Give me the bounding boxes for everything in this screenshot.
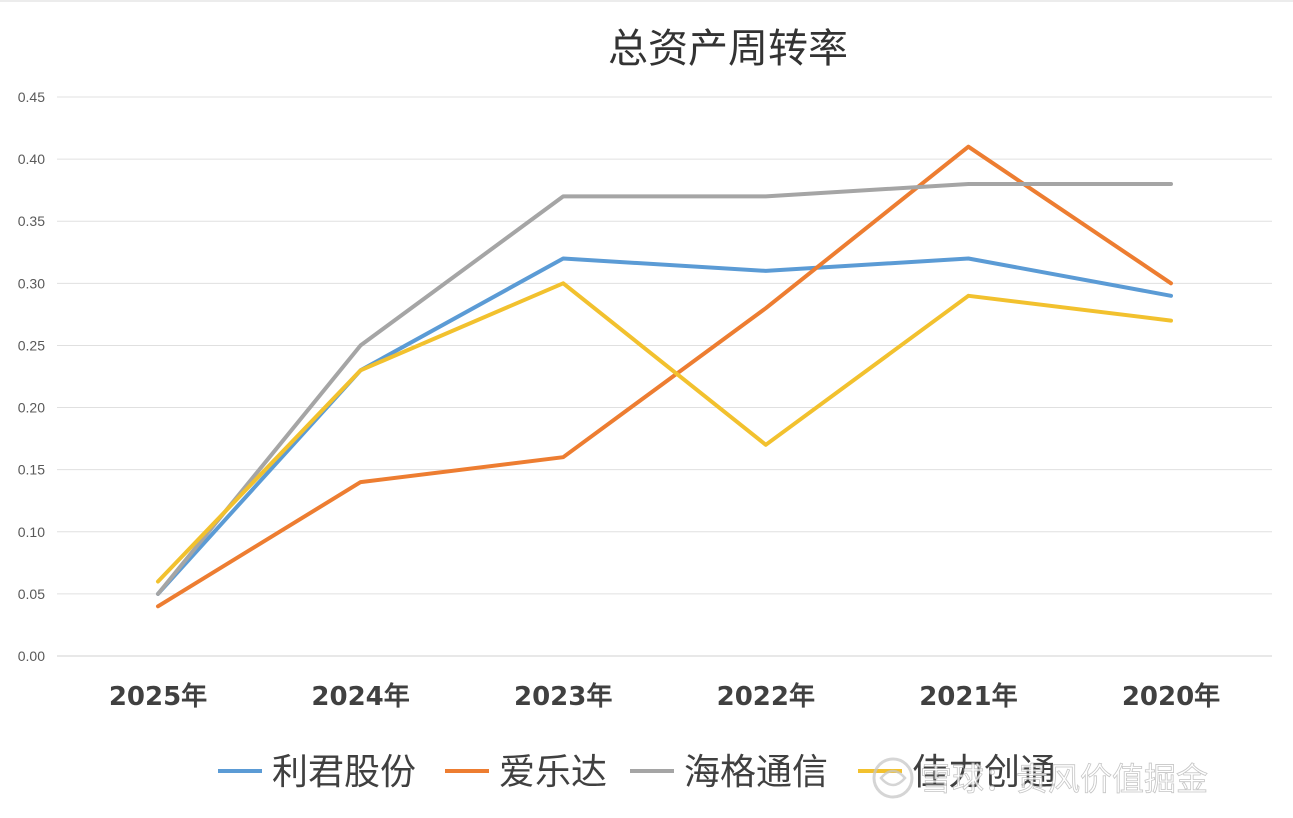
data-point bbox=[967, 295, 969, 297]
data-point bbox=[1170, 183, 1172, 185]
data-point bbox=[765, 270, 767, 272]
legend: 利君股份 爱乐达 海格通信 佳力创通 bbox=[218, 752, 1056, 793]
data-point bbox=[1170, 282, 1172, 284]
data-point bbox=[562, 282, 564, 284]
data-point bbox=[157, 580, 159, 582]
data-point bbox=[1170, 320, 1172, 322]
legend-label: 利君股份 bbox=[272, 752, 416, 793]
legend-label: 佳力创通 bbox=[912, 752, 1056, 793]
y-tick-label: 0.25 bbox=[18, 337, 45, 353]
data-point bbox=[967, 257, 969, 259]
x-tick-label: 2020年 bbox=[1122, 681, 1220, 712]
x-tick-label: 2023年 bbox=[514, 681, 612, 712]
data-point bbox=[360, 481, 362, 483]
data-point bbox=[157, 605, 159, 607]
data-point bbox=[765, 444, 767, 446]
data-point bbox=[360, 369, 362, 371]
data-point bbox=[765, 307, 767, 309]
data-point bbox=[562, 257, 564, 259]
series-lines bbox=[156, 144, 1173, 609]
series-line-1 bbox=[156, 144, 1173, 609]
watermark: 雪球：贵风价值掘金 bbox=[872, 757, 1208, 799]
data-point bbox=[967, 183, 969, 185]
snowball-logo-icon bbox=[872, 757, 914, 799]
chart-title: 总资产周转率 bbox=[608, 26, 848, 72]
data-point bbox=[157, 593, 159, 595]
x-axis-ticks: 2025年 2024年 2023年 2022年 2021年 2020年 bbox=[109, 681, 1220, 712]
data-point bbox=[360, 344, 362, 346]
y-tick-label: 0.20 bbox=[18, 400, 45, 416]
y-tick-label: 0.00 bbox=[18, 648, 45, 664]
y-tick-label: 0.35 bbox=[18, 213, 45, 229]
legend-label: 爱乐达 bbox=[499, 752, 607, 793]
data-point bbox=[765, 195, 767, 197]
y-tick-label: 0.40 bbox=[18, 151, 45, 167]
y-axis-ticks: 0.00 0.05 0.10 0.15 0.20 0.25 0.30 0.35 0.40 0.45 bbox=[18, 89, 45, 664]
data-point bbox=[562, 456, 564, 458]
series-line-2 bbox=[156, 182, 1173, 596]
y-tick-label: 0.15 bbox=[18, 462, 45, 478]
x-tick-label: 2022年 bbox=[717, 681, 815, 712]
y-tick-label: 0.10 bbox=[18, 524, 45, 540]
watermark-text: 雪球：贵风价值掘金 bbox=[920, 760, 1208, 798]
y-tick-label: 0.30 bbox=[18, 275, 45, 291]
x-tick-label: 2025年 bbox=[109, 681, 207, 712]
data-point bbox=[1170, 295, 1172, 297]
data-point bbox=[562, 195, 564, 197]
gridlines bbox=[57, 96, 1272, 657]
data-point bbox=[967, 146, 969, 148]
x-tick-label: 2024年 bbox=[311, 681, 409, 712]
x-tick-label: 2021年 bbox=[919, 681, 1017, 712]
series-line-3 bbox=[156, 281, 1173, 584]
y-tick-label: 0.05 bbox=[18, 586, 45, 602]
y-tick-label: 0.45 bbox=[18, 89, 45, 105]
legend-label: 海格通信 bbox=[684, 752, 828, 793]
